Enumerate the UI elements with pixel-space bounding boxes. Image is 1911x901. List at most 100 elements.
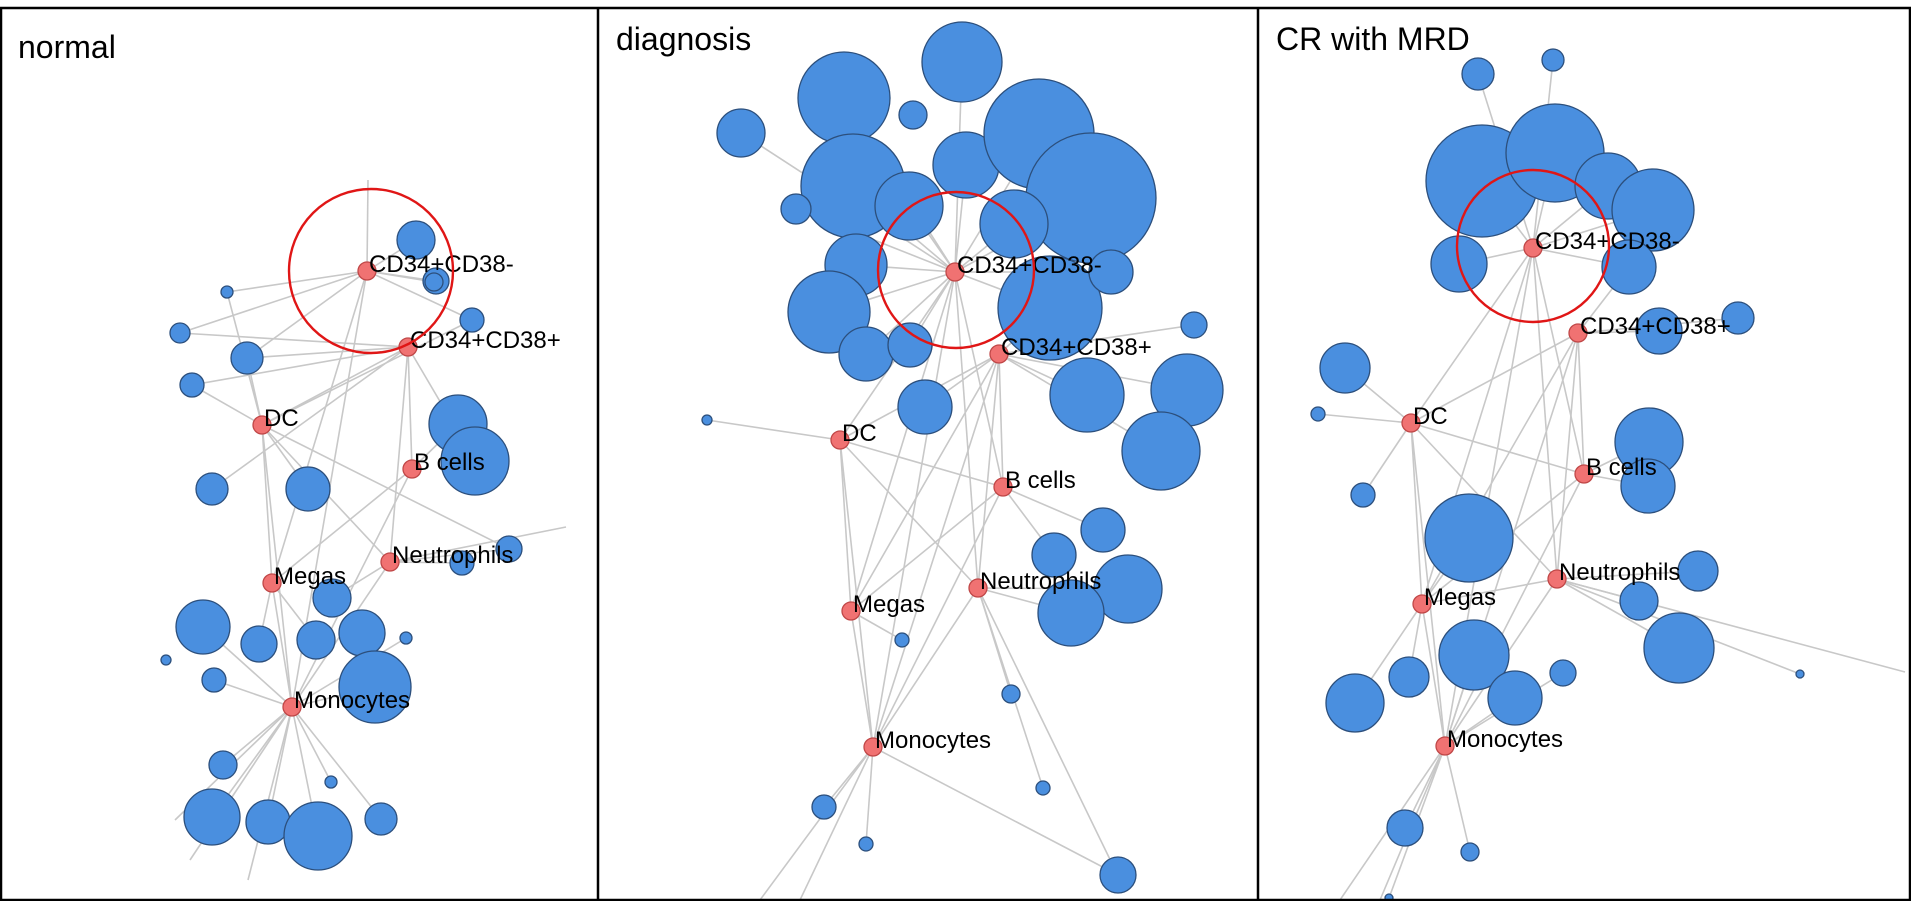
cell-type-node-cd34pcd38n-diagnosis xyxy=(945,262,965,282)
cluster-node-normal xyxy=(296,620,336,660)
cluster-node-normal xyxy=(240,625,278,663)
cluster-node-cr-with-mrd xyxy=(1388,656,1430,698)
cluster-node-normal xyxy=(396,220,436,260)
cluster-node-cr-with-mrd xyxy=(1460,842,1480,862)
cell-type-label-megas-cr-with-mrd: Megas xyxy=(1424,584,1496,611)
edge-diagnosis xyxy=(872,486,1004,748)
cluster-node-cr-with-mrd xyxy=(1310,406,1326,422)
cluster-node-diagnosis xyxy=(1121,411,1201,491)
edge-diagnosis xyxy=(872,353,1000,748)
edge-diagnosis xyxy=(872,271,956,748)
edge-normal xyxy=(271,468,413,584)
cluster-nodes-layer xyxy=(160,21,1805,901)
edge-diagnosis xyxy=(872,746,1119,876)
cluster-node-diagnosis xyxy=(1080,507,1126,553)
cluster-node-diagnosis xyxy=(1035,780,1051,796)
cluster-node-normal xyxy=(424,272,444,292)
edge-normal xyxy=(179,332,409,348)
cluster-node-normal xyxy=(183,788,241,846)
cell-type-label-neutrophils-diagnosis: Neutrophils xyxy=(980,568,1101,595)
edge-normal xyxy=(407,346,413,470)
edge-normal xyxy=(179,270,368,334)
cluster-node-normal xyxy=(175,599,231,655)
cluster-node-diagnosis xyxy=(1049,357,1125,433)
panel-title-cr-with-mrd: CR with MRD xyxy=(1276,21,1470,57)
cluster-node-normal xyxy=(459,307,485,333)
cell-type-node-megas-normal xyxy=(262,573,282,593)
edge-cr-with-mrd xyxy=(1410,332,1579,424)
cluster-node-diagnosis xyxy=(811,794,837,820)
cluster-node-cr-with-mrd xyxy=(1319,342,1371,394)
cluster-node-diagnosis xyxy=(858,836,874,852)
cluster-node-cr-with-mrd xyxy=(1386,809,1424,847)
cluster-node-diagnosis xyxy=(979,189,1049,259)
cluster-node-normal xyxy=(201,667,227,693)
cell-type-node-cd34pcd38p-cr-with-mrd xyxy=(1568,323,1588,343)
figure-border xyxy=(0,6,1911,901)
highlight-rings-layer xyxy=(287,168,1611,355)
cluster-node-cr-with-mrd xyxy=(1643,612,1715,684)
cluster-node-diagnosis xyxy=(997,255,1103,361)
cluster-node-normal xyxy=(283,801,353,871)
cell-type-label-cd34pcd38p-cr-with-mrd: CD34+CD38+ xyxy=(1580,313,1731,340)
cluster-node-diagnosis xyxy=(1025,132,1157,264)
edge-diagnosis xyxy=(799,746,874,901)
edge-cr-with-mrd xyxy=(1556,578,1906,673)
edge-diagnosis xyxy=(865,746,874,845)
cell-type-label-b-cells-diagnosis: B cells xyxy=(1005,467,1076,494)
cluster-node-cr-with-mrd xyxy=(1721,301,1755,335)
cell-type-node-neutrophils-diagnosis xyxy=(968,578,988,598)
cell-type-node-monocytes-normal xyxy=(282,697,302,717)
edge-normal xyxy=(291,706,332,783)
cluster-node-diagnosis xyxy=(701,414,713,426)
cell-type-label-b-cells-normal: B cells xyxy=(414,449,485,476)
cluster-node-diagnosis xyxy=(898,100,928,130)
edge-cr-with-mrd xyxy=(1444,745,1471,853)
cluster-node-normal xyxy=(338,609,386,657)
panel-title-diagnosis: diagnosis xyxy=(616,21,751,57)
cluster-node-normal xyxy=(324,775,338,789)
edge-cr-with-mrd xyxy=(1410,422,1423,605)
cluster-node-normal xyxy=(449,550,475,576)
cluster-node-diagnosis xyxy=(780,193,812,225)
cluster-node-cr-with-mrd xyxy=(1620,458,1676,514)
cluster-node-normal xyxy=(230,341,264,375)
edge-diagnosis xyxy=(998,353,1004,488)
cell-type-label-monocytes-diagnosis: Monocytes xyxy=(875,727,991,754)
cluster-node-diagnosis xyxy=(1180,311,1208,339)
edge-diagnosis xyxy=(839,439,852,612)
cell-type-node-cd34pcd38n-normal xyxy=(357,261,377,281)
cell-type-label-dc-cr-with-mrd: DC xyxy=(1413,403,1448,430)
cluster-node-cr-with-mrd xyxy=(1635,307,1683,355)
cell-type-node-neutrophils-cr-with-mrd xyxy=(1547,569,1567,589)
edge-cr-with-mrd xyxy=(1421,603,1446,747)
cluster-node-normal xyxy=(285,466,331,512)
cell-type-label-cd34pcd38n-normal: CD34+CD38- xyxy=(369,251,514,278)
cell-type-node-monocytes-cr-with-mrd xyxy=(1435,736,1455,756)
edge-diagnosis xyxy=(850,271,956,612)
cluster-node-diagnosis xyxy=(838,326,894,382)
edge-normal xyxy=(226,270,368,293)
cluster-node-diagnosis xyxy=(874,171,944,241)
cluster-node-cr-with-mrd xyxy=(1350,482,1376,508)
edge-normal xyxy=(246,346,409,359)
cluster-node-normal xyxy=(208,750,238,780)
cluster-node-diagnosis xyxy=(921,21,1003,103)
cluster-node-cr-with-mrd xyxy=(1619,581,1659,621)
edge-diagnosis xyxy=(850,610,874,748)
edge-normal xyxy=(366,179,369,272)
edge-cr-with-mrd xyxy=(1577,332,1585,475)
cell-type-node-b-cells-cr-with-mrd xyxy=(1574,464,1594,484)
edge-diagnosis xyxy=(954,271,1004,488)
cell-type-node-b-cells-normal xyxy=(402,459,422,479)
cluster-node-cr-with-mrd xyxy=(1461,57,1495,91)
edge-diagnosis xyxy=(759,746,874,901)
edge-normal xyxy=(246,270,368,359)
edge-normal xyxy=(261,424,273,584)
cell-type-label-b-cells-cr-with-mrd: B cells xyxy=(1586,454,1657,481)
cell-type-label-megas-diagnosis: Megas xyxy=(853,591,925,618)
cluster-node-normal xyxy=(169,322,191,344)
cluster-node-diagnosis xyxy=(1031,532,1077,578)
highlight-ring-cd34pcd38n-normal xyxy=(287,187,455,355)
cell-type-node-b-cells-diagnosis xyxy=(993,477,1013,497)
